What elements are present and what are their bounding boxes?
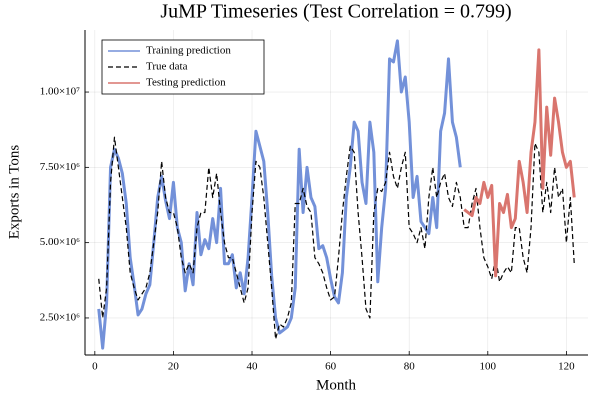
x-tick-label: 60 (325, 361, 337, 373)
x-tick-label: 40 (247, 361, 259, 373)
x-tick-label: 100 (480, 361, 497, 373)
series-line (463, 48, 576, 278)
legend-label: Testing prediction (146, 77, 226, 89)
x-tick-label: 80 (404, 361, 416, 373)
y-tick-label: 5.00×10⁶ (40, 236, 80, 248)
x-axis-label: Month (316, 377, 357, 393)
x-tick-label: 120 (558, 361, 575, 373)
y-tick-label: 2.50×10⁶ (40, 311, 80, 323)
legend-label: True data (146, 61, 188, 73)
y-axis-label: Exports in Tons (6, 145, 22, 240)
y-tick-label: 7.50×10⁶ (40, 161, 80, 173)
legend-label: Training prediction (146, 45, 231, 57)
chart-title: JuMP Timeseries (Test Correlation = 0.79… (160, 1, 511, 23)
legend: Training prediction True data Testing pred… (101, 39, 265, 95)
y-tick-label: 1.00×10⁷ (40, 86, 80, 98)
x-tick-label: 0 (92, 361, 98, 373)
x-tick-label: 20 (168, 361, 180, 373)
